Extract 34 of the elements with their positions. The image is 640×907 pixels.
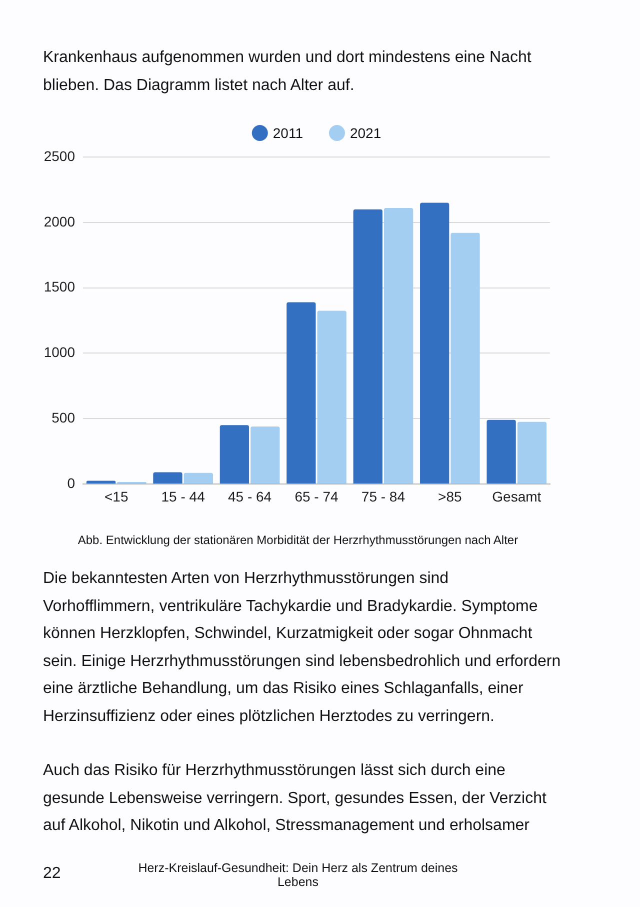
legend-label: 2021	[350, 124, 382, 141]
bar	[384, 208, 414, 484]
y-tick-label: 500	[52, 409, 76, 426]
bar	[220, 425, 250, 484]
bar	[517, 422, 547, 484]
y-tick-label: 0	[67, 474, 76, 491]
bar	[250, 426, 280, 484]
x-tick-label: 65 - 74	[294, 488, 339, 504]
x-tick-label: <15	[104, 488, 128, 504]
text: Abb. Entwicklung der stationären Morbidität der Herzrhythmusstörungen nach Alter	[76, 532, 520, 548]
bar	[317, 310, 346, 484]
legend-label: 2011	[272, 124, 304, 141]
bar	[450, 232, 480, 484]
y-tick-label: 1500	[44, 278, 76, 295]
bar	[486, 420, 516, 484]
x-tick-label: 75 - 84	[361, 488, 406, 504]
y-tick-label: 2000	[44, 213, 76, 230]
x-tick-label: 15 - 44	[161, 488, 206, 504]
text: Die bekanntesten Arten von Herzrhythmusstörungen sind Vorhofflimmern, ventrikuläre Tachykardie und Bradykardie. Symptome können Herzklopfen, Schwindel, Kurzatmigkeit oder sogar Ohnmacht sein. Einige Herzrhythmusstörungen sind lebensbedrohlich und erfordern eine ärztliche Behandlung, um das Risiko eines Schlaganfalls, einer Herzinsuffizienz oder eines plötzlichen Herztodes zu verringern.	[43, 569, 561, 726]
y-tick-label: 2500	[44, 148, 76, 164]
text: Krankenhaus aufgenommen wurden und dort mindestens eine Nacht blieben. Das Diagramm listet nach Alter auf.	[43, 48, 532, 96]
bar	[153, 472, 182, 484]
bar	[420, 202, 450, 484]
bar	[353, 209, 382, 484]
x-tick-label: 45 - 64	[228, 488, 272, 504]
x-tick-label: >85	[438, 488, 462, 504]
text: Auch das Risiko für Herzrhythmusstörungen lässt sich durch eine gesunde Lebensweise verringern. Sport, gesundes Essen, der Verzicht auf Alkohol, Nikotin und Alkohol, Stressmanagement und erholsamer	[43, 761, 548, 836]
text: Herz-Kreislauf-Gesundheit: Dein Herz als Zentrum deines Lebens	[137, 861, 459, 889]
bar	[286, 302, 316, 484]
bar	[184, 472, 213, 484]
text: 22	[43, 864, 61, 884]
x-tick-label: Gesamt	[492, 488, 542, 504]
bar	[86, 480, 116, 484]
y-tick-label: 1000	[44, 344, 76, 360]
